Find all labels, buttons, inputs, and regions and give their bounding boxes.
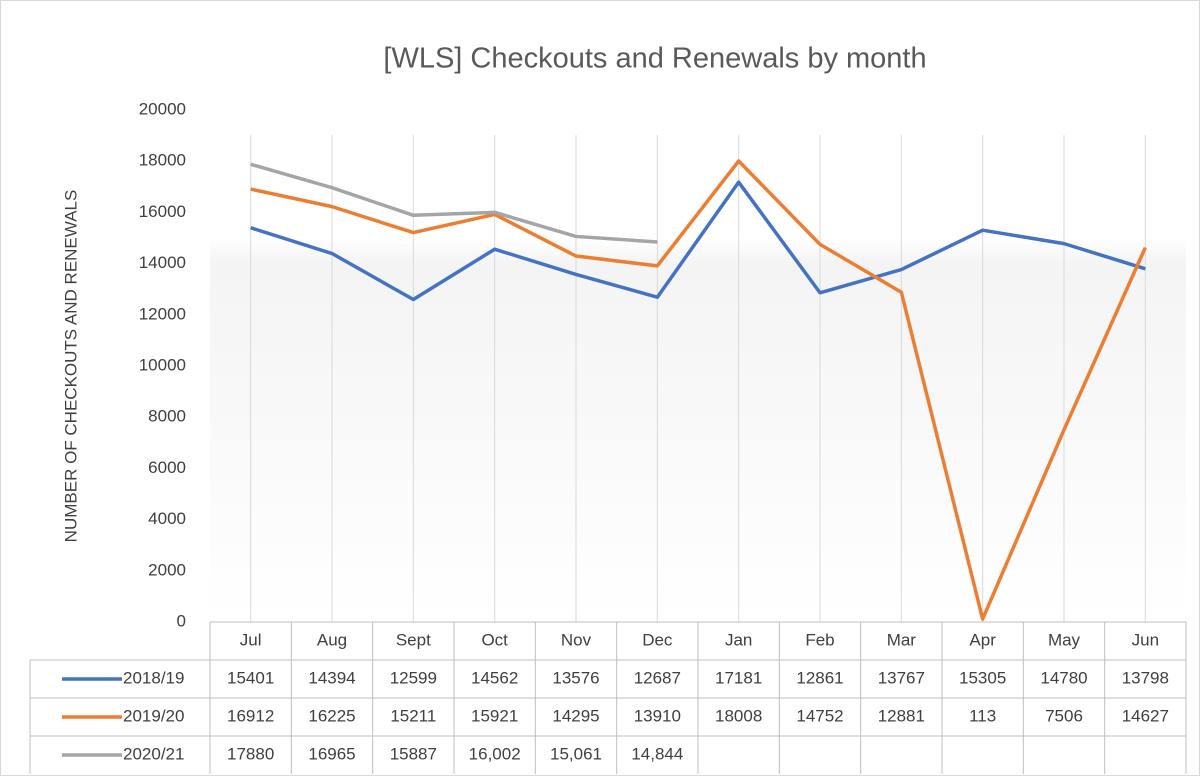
chart-title: [WLS] Checkouts and Renewals by month [383,43,926,75]
table-cell: 12881 [878,706,925,725]
table-cell: 17181 [715,668,762,687]
table-cell: 14627 [1122,706,1169,725]
table-cell: 16225 [308,706,355,725]
table-cell: 12687 [634,668,681,687]
legend-label: 2020/21 [123,744,184,763]
x-tick-label: Feb [805,630,834,649]
table-cell: 16965 [308,744,355,763]
table-cell: 15211 [390,706,436,725]
table-cell: 15,061 [550,744,602,763]
table-cell: 7506 [1045,706,1083,725]
table-cell: 13910 [634,706,681,725]
table-cell: 14295 [552,706,599,725]
table-cell: 16912 [227,706,274,725]
plot-area [210,110,1186,622]
series-line [250,162,658,244]
y-tick-label: 20000 [139,99,186,118]
series-line [250,180,1146,302]
y-tick-label: 4000 [148,509,186,528]
y-axis-label: NUMBER OF CHECKOUTS AND RENEWALS [61,190,80,543]
y-tick-label: 14000 [139,253,186,272]
table-cell: 14,844 [631,744,683,763]
table-cell: 14752 [796,706,843,725]
legend-label: 2018/19 [123,668,184,687]
table-cell: 13798 [1122,668,1169,687]
y-tick-label: 10000 [139,355,186,374]
x-tick-label: Sept [396,630,431,649]
table-cell: 12861 [796,668,843,687]
table-cell: 18008 [715,706,762,725]
table-cell: 16,002 [469,744,521,763]
x-tick-label: Jul [240,630,262,649]
table-cell: 13576 [552,668,599,687]
x-tick-label: Jan [725,630,752,649]
series-line [250,159,1147,621]
x-tick-label: Aug [317,630,347,649]
table-cell: 13767 [878,668,925,687]
table-cell: 15887 [390,744,437,763]
y-tick-label: 6000 [148,458,186,477]
x-tick-label: Nov [561,630,592,649]
x-tick-label: May [1048,630,1081,649]
x-tick-label: Jun [1132,630,1159,649]
table-cell: 17880 [227,744,274,763]
y-tick-label: 2000 [148,560,186,579]
table-cell: 113 [969,706,996,725]
table-cell: 15921 [471,706,518,725]
y-tick-label: 18000 [139,151,186,170]
x-tick-label: Oct [481,630,508,649]
y-tick-label: 12000 [139,304,186,323]
legend-label: 2019/20 [123,706,184,725]
table-cell: 14394 [308,668,355,687]
x-tick-label: Mar [887,630,917,649]
table-cell: 12599 [390,668,437,687]
table-cell: 14562 [471,668,518,687]
x-tick-label: Dec [642,630,673,649]
y-tick-label: 8000 [148,407,186,426]
y-tick-label: 16000 [139,202,186,221]
table-cell: 15401 [227,668,274,687]
table-cell: 14780 [1040,668,1087,687]
y-tick-label: 0 [177,611,186,630]
table-cell: 15305 [959,668,1006,687]
x-tick-label: Apr [969,630,996,649]
